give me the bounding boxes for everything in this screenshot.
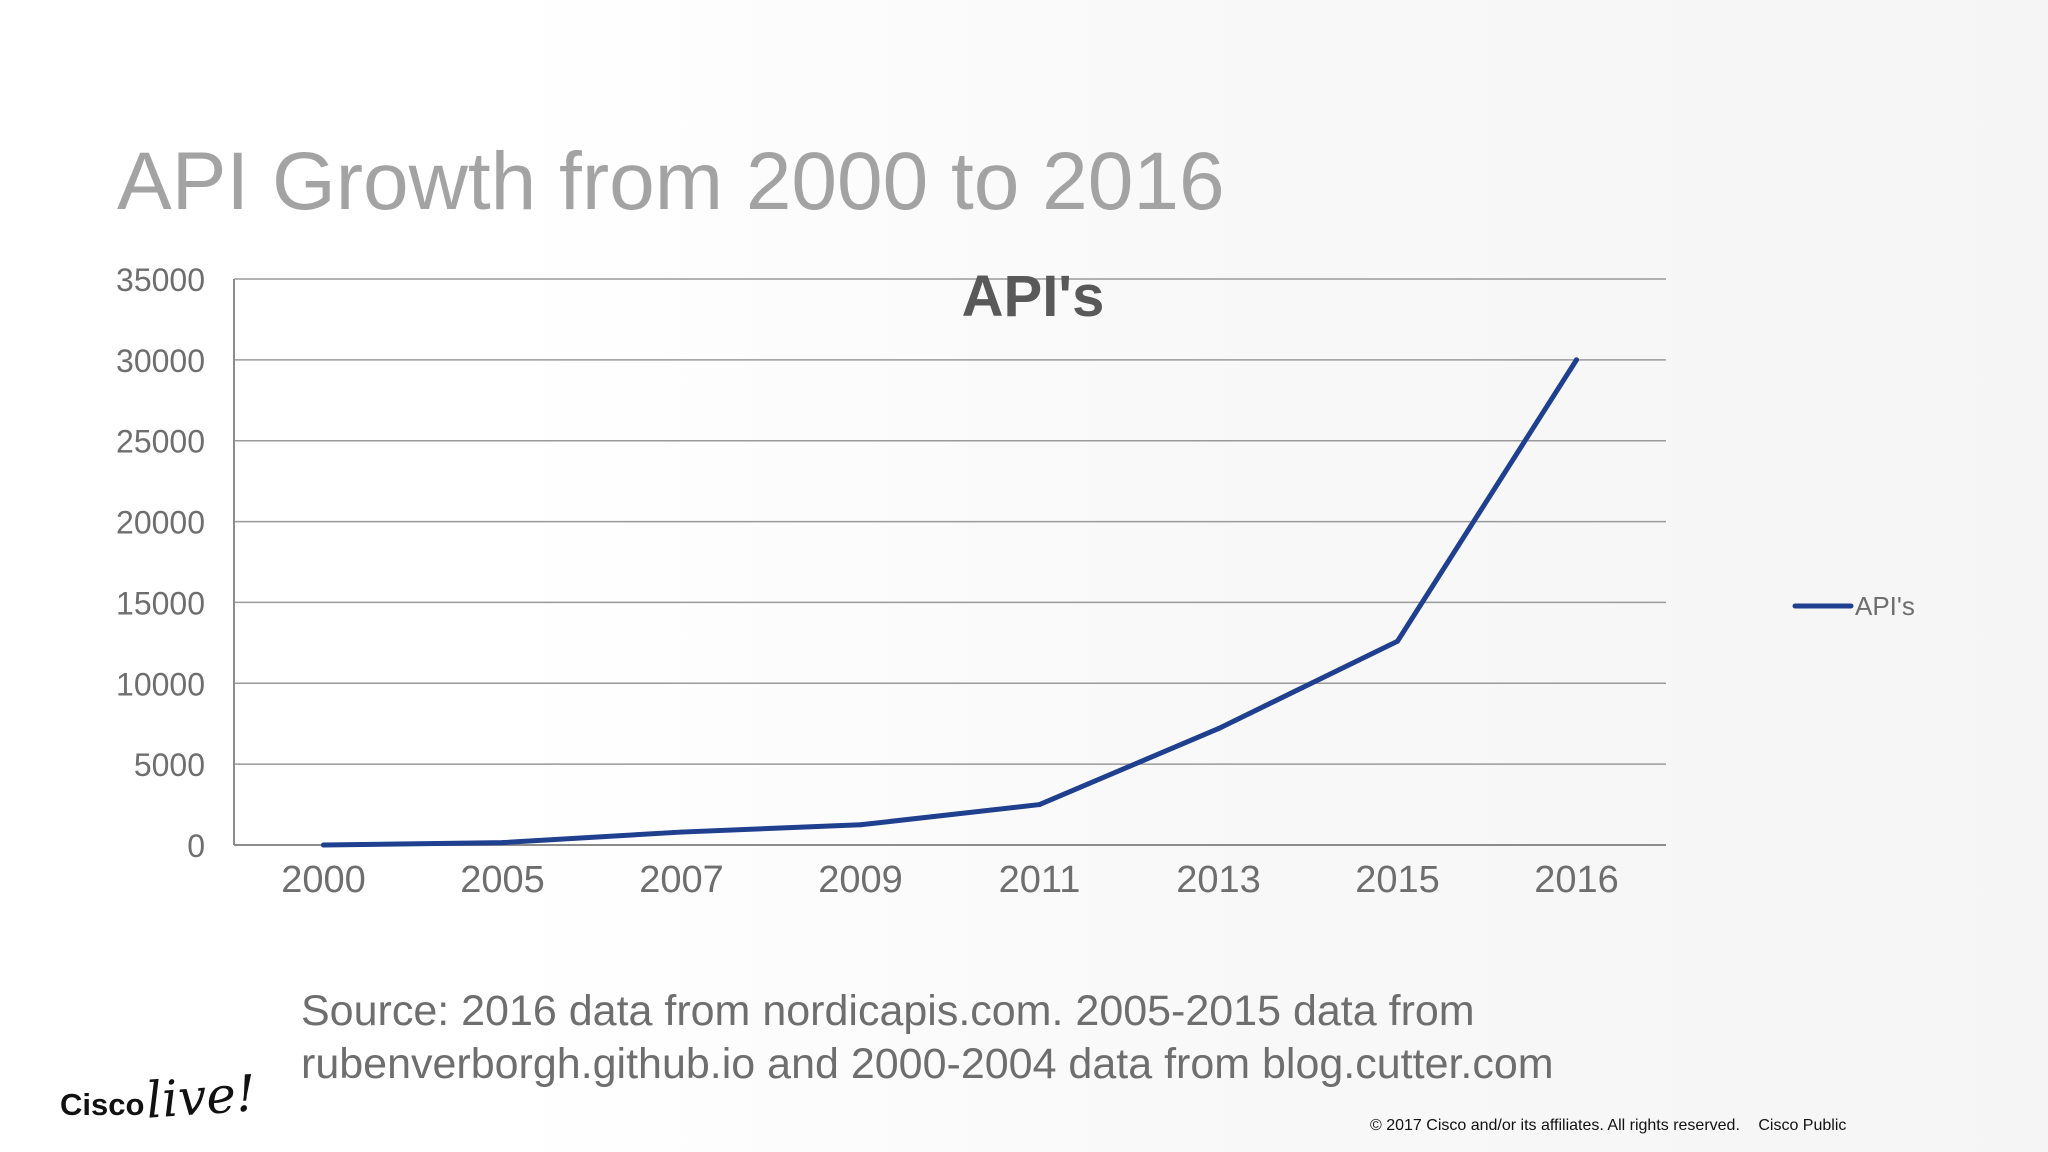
- x-tick-label: 2000: [281, 859, 366, 901]
- series-line: [321, 357, 1579, 848]
- x-tick-label: 2015: [1355, 859, 1440, 901]
- x-tick-label: 2009: [818, 859, 903, 901]
- copyright-text: © 2017 Cisco and/or its affiliates. All …: [1370, 1117, 1740, 1134]
- data-point: [500, 840, 505, 846]
- copyright-footer: © 2017 Cisco and/or its affiliates. All …: [1370, 1117, 1846, 1135]
- x-tick-label: 2016: [1534, 859, 1619, 901]
- y-axis-tick-labels: 0 5000 10000 15000 20000 25000 30000 35000: [116, 262, 205, 864]
- data-point: [1574, 357, 1579, 363]
- y-tick-label: 20000: [116, 505, 205, 541]
- y-tick-label: 15000: [116, 585, 205, 621]
- data-point: [858, 822, 863, 828]
- data-point: [1216, 726, 1221, 732]
- chart-legend: API's: [1792, 591, 1915, 621]
- data-point: [321, 842, 326, 848]
- y-tick-label: 35000: [116, 262, 205, 298]
- classification-label: Cisco Public: [1758, 1117, 1847, 1134]
- y-tick-label: 5000: [134, 747, 205, 783]
- logo-live-text: live!: [144, 1064, 259, 1130]
- x-axis-tick-labels: 2000 2005 2007 2009 2011 2013 2015 2016: [281, 859, 1619, 901]
- data-point: [679, 829, 684, 835]
- chart-title: API's: [962, 264, 1105, 329]
- y-tick-label: 30000: [116, 343, 205, 379]
- x-tick-label: 2005: [460, 859, 545, 901]
- source-note: Source: 2016 data from nordicapis.com. 2…: [301, 985, 1554, 1091]
- x-tick-label: 2013: [1176, 859, 1261, 901]
- y-tick-label: 10000: [116, 666, 205, 702]
- y-tick-label: 25000: [116, 424, 205, 460]
- data-point: [1037, 802, 1042, 808]
- line-chart: 0 5000 10000 15000 20000 25000 30000 35000 2000…: [116, 262, 1915, 901]
- chart-series: [321, 357, 1579, 848]
- x-tick-label: 2007: [639, 859, 724, 901]
- x-tick-label: 2011: [999, 859, 1081, 901]
- y-tick-label: 0: [187, 828, 205, 864]
- slide-title: API Growth from 2000 to 2016: [117, 136, 1225, 227]
- cisco-live-logo: Cisco live!: [60, 1064, 258, 1130]
- logo-cisco-text: Cisco: [60, 1087, 145, 1122]
- source-line-2: rubenverborgh.github.io and 2000-2004 da…: [301, 1040, 1554, 1088]
- data-point: [1395, 638, 1400, 644]
- source-line-1: Source: 2016 data from nordicapis.com. 2…: [301, 987, 1475, 1035]
- chart-gridlines: [233, 278, 1666, 846]
- legend-series-label: API's: [1855, 591, 1915, 621]
